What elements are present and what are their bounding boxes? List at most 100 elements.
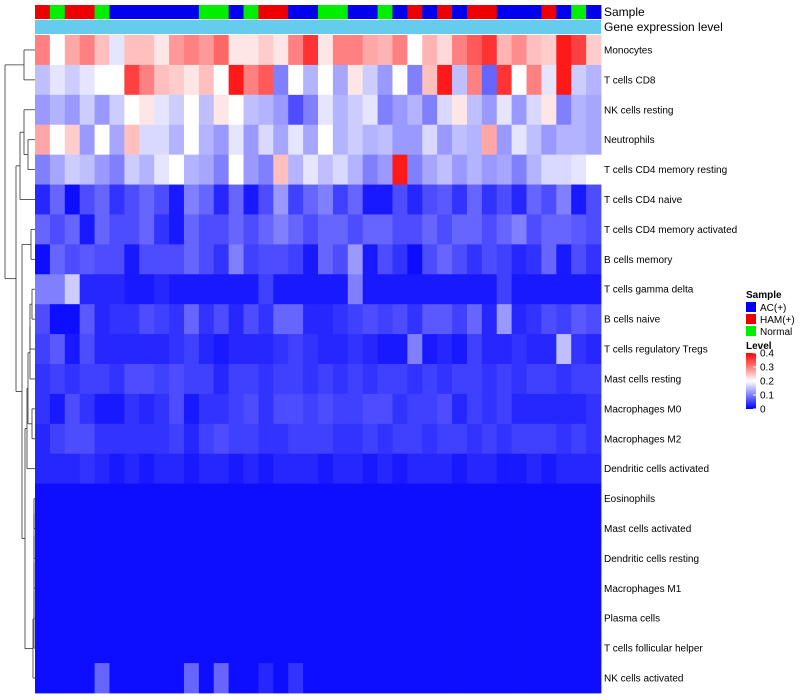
heatmap-cell	[422, 573, 438, 604]
row-label: Mast cells resting	[604, 375, 681, 386]
heatmap-cell	[362, 124, 378, 156]
heatmap-cell	[243, 393, 259, 425]
heatmap-cell	[198, 513, 215, 544]
heatmap-cell	[318, 573, 334, 604]
heatmap-cell	[556, 274, 572, 305]
sample-annotation-cell	[213, 5, 230, 19]
heatmap-cell	[35, 244, 51, 275]
heatmap-cell	[79, 423, 95, 455]
heatmap-cell	[347, 603, 364, 634]
heatmap-cell	[452, 94, 468, 126]
heatmap-cell	[124, 663, 140, 694]
heatmap-cell	[258, 64, 274, 96]
heatmap-cell	[258, 513, 274, 544]
heatmap-cell	[466, 364, 483, 395]
heatmap-cell	[35, 124, 51, 156]
heatmap-cell	[109, 573, 125, 604]
heatmap-cell	[183, 274, 200, 305]
legend-level-tick: 0.2	[760, 377, 774, 388]
heatmap-cell	[154, 304, 170, 335]
heatmap-cell	[571, 603, 587, 634]
heatmap-cell	[452, 274, 468, 305]
expression-annotation-bar	[35, 20, 601, 34]
heatmap-cell	[347, 154, 364, 185]
heatmap-cell	[94, 513, 110, 544]
heatmap-cell	[243, 244, 259, 275]
heatmap-cell	[362, 603, 378, 634]
sample-annotation-bar	[35, 5, 602, 19]
heatmap-cell	[556, 453, 572, 485]
heatmap-cell	[511, 304, 527, 335]
heatmap-cell	[571, 423, 587, 455]
heatmap-cell	[183, 124, 200, 156]
heatmap-cell	[362, 64, 378, 96]
sample-annotation-cell	[198, 5, 215, 19]
heatmap-cell	[49, 423, 66, 455]
heatmap-cell	[258, 364, 274, 395]
heatmap-cell	[154, 154, 170, 185]
heatmap-cell	[496, 573, 513, 604]
heatmap-cell	[79, 364, 95, 395]
legend-sample-title: Sample	[746, 290, 782, 301]
heatmap-cell	[496, 244, 513, 275]
heatmap-cell	[258, 304, 274, 335]
heatmap-cell	[392, 393, 408, 425]
sample-annotation-label: Sample	[604, 5, 645, 19]
heatmap-cell	[526, 483, 542, 514]
heatmap-cell	[422, 364, 438, 395]
heatmap-cell	[213, 244, 230, 275]
heatmap-cell	[422, 453, 438, 485]
heatmap-cell	[318, 304, 334, 335]
heatmap-cell	[377, 513, 393, 544]
sample-annotation-cell	[481, 5, 498, 19]
sample-annotation-cell	[303, 5, 319, 19]
heatmap-cell	[228, 124, 244, 156]
heatmap-cell	[64, 304, 81, 335]
heatmap-cell	[511, 154, 527, 185]
heatmap-cell	[109, 274, 125, 305]
heatmap-cell	[228, 364, 244, 395]
heatmap-cell	[407, 393, 423, 425]
heatmap-cell	[109, 94, 125, 126]
heatmap-cell	[35, 364, 51, 395]
heatmap-cell	[258, 334, 274, 365]
heatmap-cell	[49, 633, 66, 664]
heatmap-cell	[169, 393, 185, 425]
row-label: Eosinophils	[604, 494, 655, 505]
heatmap-cell	[258, 393, 274, 425]
heatmap-cell	[526, 364, 542, 395]
heatmap-cell	[94, 64, 110, 96]
heatmap-cell	[407, 423, 423, 455]
heatmap-cell	[213, 483, 230, 514]
heatmap-cell	[347, 483, 364, 514]
heatmap-cell	[407, 663, 423, 694]
heatmap-cell	[466, 124, 483, 156]
heatmap-cell	[49, 184, 66, 215]
heatmap-cell	[79, 184, 95, 215]
heatmap-cell	[109, 304, 125, 335]
heatmap-cell	[377, 274, 393, 305]
heatmap-cell	[377, 124, 393, 156]
heatmap-cell	[154, 124, 170, 156]
heatmap-cell	[422, 94, 438, 126]
heatmap-cell	[347, 364, 364, 395]
heatmap-cell	[64, 543, 81, 574]
heatmap-cell	[198, 154, 215, 185]
heatmap-cell	[392, 573, 408, 604]
heatmap-cell	[303, 543, 319, 574]
heatmap-cell	[303, 513, 319, 544]
heatmap-cell	[109, 364, 125, 395]
heatmap-cell	[79, 573, 95, 604]
heatmap-cell	[154, 663, 170, 694]
heatmap-cell	[407, 124, 423, 156]
heatmap-cell	[422, 64, 438, 96]
heatmap-cell	[198, 214, 215, 245]
heatmap-cell	[407, 154, 423, 185]
row-label: Plasma cells	[604, 614, 660, 625]
heatmap-cell	[49, 64, 66, 96]
heatmap-cell	[288, 393, 304, 425]
heatmap-cell	[541, 364, 557, 395]
heatmap-cell	[288, 64, 304, 96]
heatmap-cell	[377, 423, 393, 455]
heatmap-cell	[511, 364, 527, 395]
